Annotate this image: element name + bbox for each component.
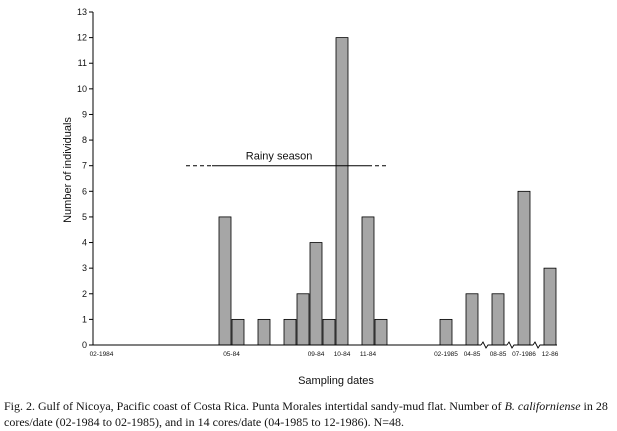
bar <box>322 318 336 346</box>
rainy-season-annotation: Rainy season <box>186 151 387 167</box>
y-tick-label: 10 <box>77 84 87 94</box>
axes-group <box>92 12 557 349</box>
x-tick-label: 08-85 <box>490 351 507 358</box>
y-tick-label: 1 <box>82 314 87 324</box>
y-tick-label: 9 <box>82 109 87 119</box>
y-tick-label: 3 <box>82 263 87 273</box>
x-tick-label: 10-84 <box>334 351 351 358</box>
x-tick-label: 02-1984 <box>90 351 114 358</box>
bar <box>218 216 232 346</box>
bar <box>231 318 245 346</box>
x-tick-label: 12-86 <box>542 351 559 358</box>
y-axis-title: Number of individuals <box>62 117 74 223</box>
caption-text-part1: Fig. 2. Gulf of Nicoya, Pacific coast of… <box>4 399 505 413</box>
x-tick-label: 07-1986 <box>512 351 536 358</box>
rainy-season-label: Rainy season <box>246 151 313 163</box>
y-tick-label: 5 <box>82 212 87 222</box>
axis-break-mark <box>506 341 515 349</box>
x-tick-label: 09-84 <box>308 351 325 358</box>
caption-text-part2: in 28 cores/date (02-1984 to 02-1985), a… <box>4 399 608 429</box>
bar <box>517 190 531 346</box>
bars-group <box>218 37 557 346</box>
y-tick-label: 6 <box>82 186 87 196</box>
bar <box>296 293 310 346</box>
figure-caption: Fig. 2. Gulf of Nicoya, Pacific coast of… <box>4 398 614 430</box>
x-tick-label: 02-1985 <box>434 351 458 358</box>
y-tick-label: 8 <box>82 135 87 145</box>
x-tick-label: 05-84 <box>223 351 240 358</box>
y-tick-label: 7 <box>82 161 87 171</box>
caption-species-name: B. californiense <box>504 399 581 413</box>
bar <box>361 216 375 346</box>
bar <box>465 293 479 346</box>
x-tick-label: 04-85 <box>464 351 481 358</box>
bar <box>491 293 505 346</box>
bar <box>309 242 323 346</box>
axis-break-mark <box>532 341 541 349</box>
axis-break-mark <box>480 341 489 349</box>
y-tick-label: 4 <box>82 238 87 248</box>
y-tick-label: 0 <box>82 340 87 350</box>
bar <box>257 318 271 346</box>
y-tick-label: 11 <box>78 58 87 68</box>
y-tick-label: 12 <box>77 33 87 43</box>
bar <box>335 37 349 346</box>
x-tick-label: 11-84 <box>360 351 377 358</box>
bar <box>283 318 297 346</box>
bar <box>439 318 453 346</box>
bar <box>374 318 388 346</box>
y-tick-label: 2 <box>82 289 87 299</box>
x-ticks-group: 02-1984 05-84 09-84 10-84 11-84 02-1985 04-85 0… <box>90 351 559 358</box>
bar <box>543 267 557 346</box>
y-tick-label: 13 <box>77 7 87 17</box>
x-axis-title: Sampling dates <box>298 375 374 387</box>
